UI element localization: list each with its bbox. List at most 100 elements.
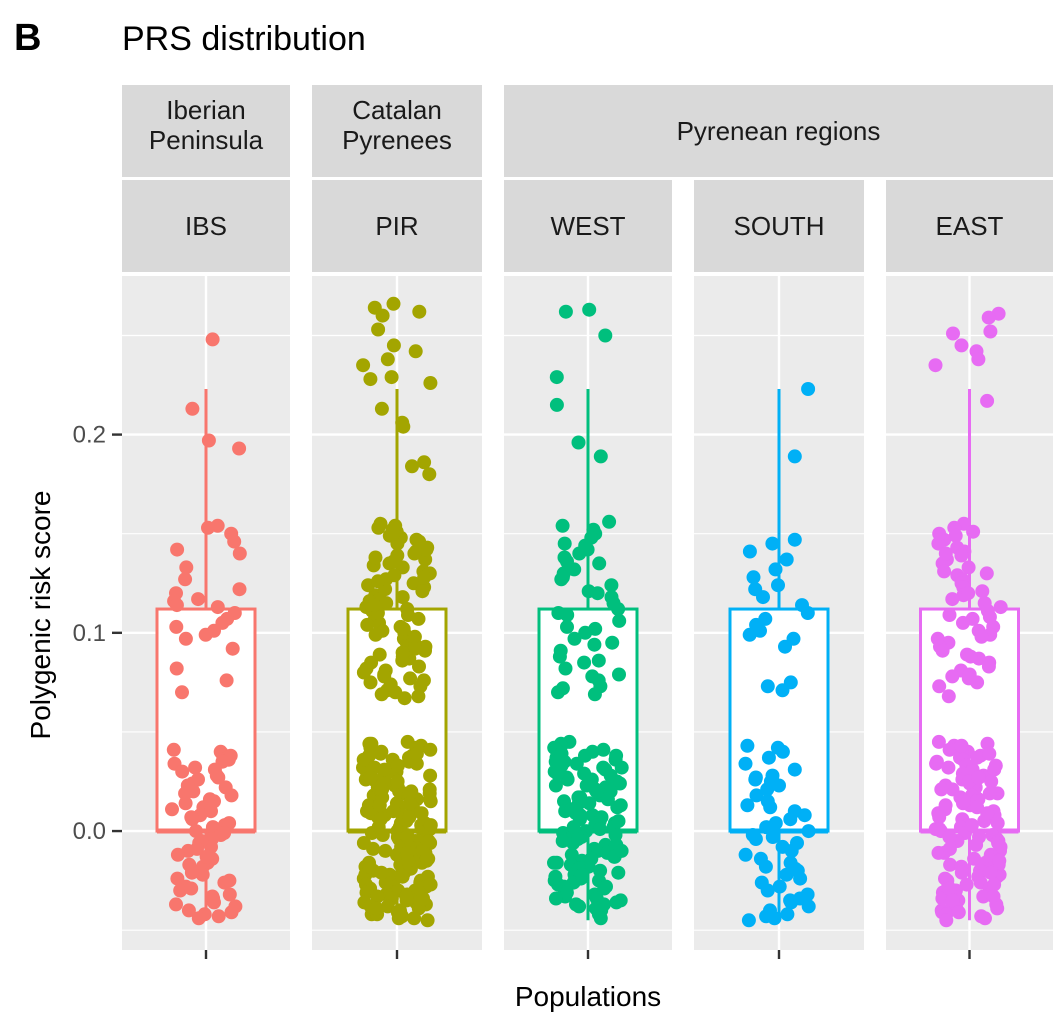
data-point [227,534,242,549]
panel-strip-label: PIR [375,211,418,241]
data-point [748,770,763,785]
data-point [386,296,401,311]
data-point [408,641,423,656]
data-point [390,758,405,773]
data-point [423,794,438,809]
data-point [551,606,566,620]
data-point [593,911,608,926]
data-point [945,669,960,684]
data-point [611,814,626,829]
data-point [184,881,199,896]
data-point [191,911,206,926]
group-strip [312,85,482,177]
data-point [788,861,803,876]
data-point [421,834,436,848]
data-point [169,619,184,634]
data-point [412,304,427,319]
data-point [366,841,381,856]
data-point [412,534,427,549]
data-point [412,659,426,674]
data-point [555,570,570,585]
data-point [760,883,775,898]
data-point [390,774,405,789]
data-point [584,772,599,787]
data-point [970,750,985,765]
data-point [417,455,432,470]
data-point [401,853,416,868]
data-point [988,758,1003,773]
data-point [219,673,234,688]
panel-pir [312,276,482,950]
data-point [611,602,626,616]
data-point [371,574,385,589]
data-point [573,808,588,823]
data-point [980,393,995,408]
data-point [609,748,624,763]
data-point [758,859,773,874]
data-point [412,881,427,896]
data-point [990,901,1005,916]
data-point [380,352,395,367]
panel-strip-east [886,180,1053,272]
panel-south [694,276,864,950]
data-point [981,659,996,674]
data-point [605,635,620,650]
data-point [170,847,185,862]
data-point [375,782,390,797]
data-point [559,885,574,900]
data-point [396,621,411,636]
data-point [775,683,790,698]
data-point [178,786,193,801]
data-point [195,867,210,882]
data-point [980,806,995,821]
data-point [602,514,617,529]
data-point [184,865,199,880]
data-point [761,750,776,765]
data-point [560,619,574,634]
data-point [190,841,204,856]
data-point [982,746,997,761]
data-point [801,382,816,396]
data-point [787,449,802,464]
data-point [179,560,194,575]
data-point [201,520,215,535]
data-point [405,459,419,474]
data-point [217,826,232,840]
data-point [558,304,573,319]
data-point [211,909,226,924]
data-point [978,911,992,926]
data-point [169,897,183,912]
data-point [395,645,410,660]
data-point [374,401,389,416]
data-point [210,600,225,615]
panel-west [504,276,672,950]
data-point [407,911,422,926]
chart-title: PRS distribution [122,20,366,58]
data-point [411,689,426,704]
group-strip [122,85,290,177]
data-point [931,734,946,749]
data-point [971,770,986,785]
data-point [932,822,947,837]
data-point [749,788,764,803]
data-point [224,788,239,803]
panel-ibs [122,276,290,950]
data-point [386,804,401,819]
data-point [205,889,220,904]
facet-panels [122,276,1053,950]
data-point [232,546,247,561]
data-point [948,528,963,543]
data-point [740,798,755,813]
data-point [188,760,203,775]
data-point [375,828,390,842]
data-point [374,687,389,702]
data-point [787,762,802,777]
data-point [407,629,422,644]
data-point [975,584,990,599]
data-point [232,441,247,456]
data-point [593,449,608,464]
panel-east [886,276,1053,950]
data-point [408,344,423,359]
data-point [742,544,757,559]
data-point [393,905,408,920]
